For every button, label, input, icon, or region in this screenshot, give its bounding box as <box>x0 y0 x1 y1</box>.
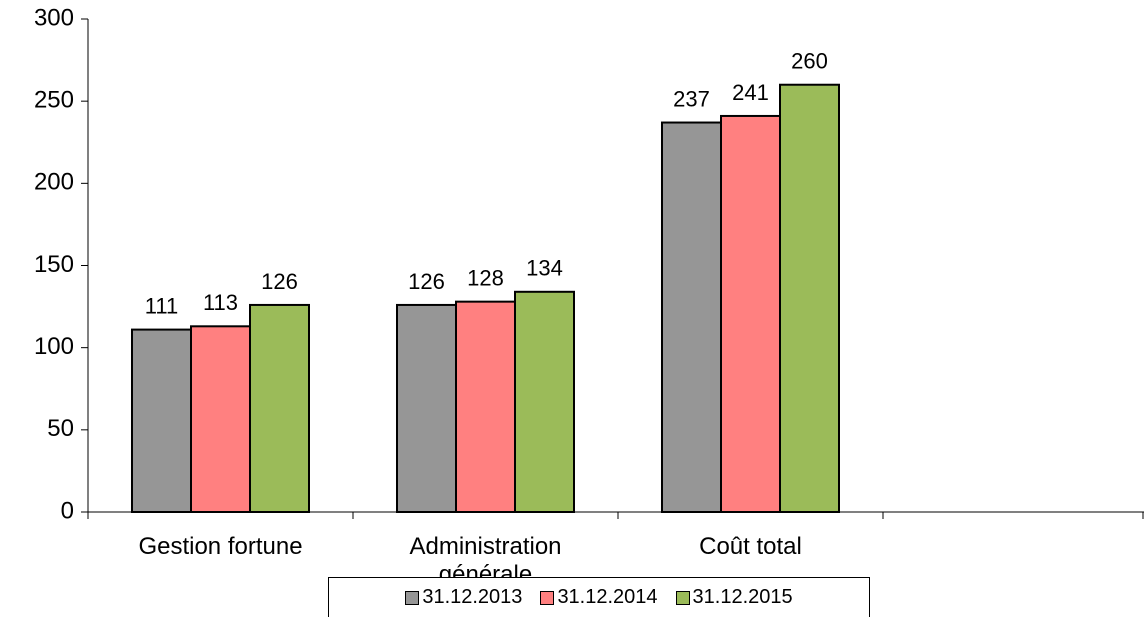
x-tick-label: Gestion fortune <box>138 533 303 560</box>
value-label: 260 <box>791 49 828 74</box>
legend-swatch <box>405 590 420 605</box>
y-tick-label: 100 <box>34 333 74 360</box>
legend-item: 31.12.2013 <box>405 586 522 609</box>
y-tick-label: 150 <box>34 251 74 278</box>
bar <box>514 290 575 513</box>
value-label: 134 <box>526 256 563 281</box>
x-tick-label: Coût total <box>699 533 802 560</box>
value-label: 237 <box>673 86 710 111</box>
value-label: 126 <box>408 269 445 294</box>
bar <box>661 121 722 513</box>
value-label: 113 <box>203 290 238 315</box>
legend-label: 31.12.2013 <box>422 586 523 608</box>
legend-label: 31.12.2014 <box>557 586 658 608</box>
bar <box>190 325 251 514</box>
value-label: 111 <box>145 293 178 318</box>
bar <box>720 114 781 513</box>
legend-swatch <box>675 590 690 605</box>
legend-item: 31.12.2014 <box>540 586 658 609</box>
bar <box>455 300 516 513</box>
bar <box>396 303 457 513</box>
y-tick-label: 250 <box>34 87 74 114</box>
legend-item: 31.12.2015 <box>675 586 793 609</box>
legend-label: 31.12.2015 <box>692 586 793 608</box>
bar <box>779 83 840 513</box>
value-label: 241 <box>732 80 769 105</box>
legend: 31.12.2013 31.12.2014 31.12.2015 <box>328 577 870 617</box>
y-tick-label: 300 <box>34 4 74 31</box>
legend-swatch <box>540 590 555 605</box>
y-tick-label: 50 <box>47 415 74 442</box>
bar <box>131 328 192 513</box>
bar <box>249 303 310 513</box>
y-tick-label: 0 <box>61 497 74 524</box>
y-tick-label: 200 <box>34 169 74 196</box>
value-label: 126 <box>261 269 298 294</box>
value-label: 128 <box>467 265 504 290</box>
